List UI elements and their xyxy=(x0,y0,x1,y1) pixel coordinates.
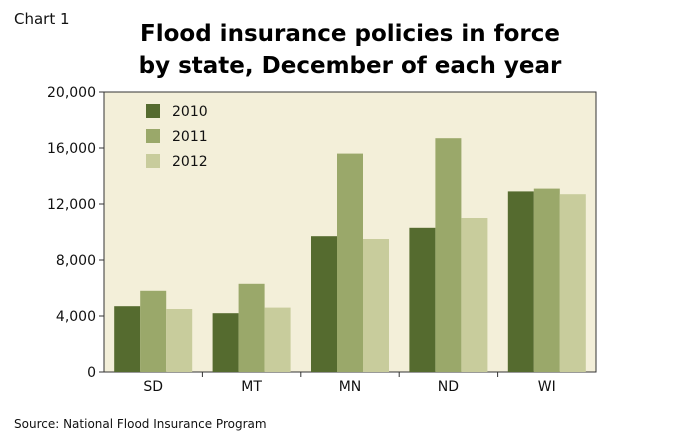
bars-group xyxy=(114,138,586,372)
bar-2012-wi xyxy=(559,194,586,372)
legend: 2010 2011 2012 xyxy=(146,104,208,170)
bar-2010-mt xyxy=(212,313,239,372)
bar-2011-mn xyxy=(337,153,363,372)
bar-2011-nd xyxy=(435,138,462,372)
bar-2010-sd xyxy=(114,306,141,372)
y-tick-label: 8,000 xyxy=(56,253,96,269)
x-category-label: ND xyxy=(438,379,459,395)
bar-2011-mt xyxy=(238,283,265,372)
bar-2011-wi xyxy=(533,188,560,372)
bar-2010-nd xyxy=(409,227,436,372)
x-category-label: MT xyxy=(241,379,262,395)
chart-title: Flood insurance policies in force by sta… xyxy=(100,18,600,82)
legend-swatch-2010 xyxy=(146,104,160,118)
bar-2012-sd xyxy=(166,309,193,372)
y-tick-label: 0 xyxy=(87,365,96,381)
y-tick-label: 16,000 xyxy=(47,141,96,157)
bar-2012-nd xyxy=(461,218,488,372)
chart-title-line-2: by state, December of each year xyxy=(138,53,562,79)
bar-2010-wi xyxy=(507,191,534,372)
y-tick-label: 12,000 xyxy=(47,197,96,213)
bar-2012-mt xyxy=(264,307,291,372)
legend-label-2012: 2012 xyxy=(172,154,208,170)
source-note: Source: National Flood Insurance Program xyxy=(14,417,267,431)
bar-2012-mn xyxy=(363,239,389,372)
x-category-label: WI xyxy=(538,379,556,395)
legend-label-2010: 2010 xyxy=(172,104,208,120)
y-tick-label: 20,000 xyxy=(47,85,96,101)
x-category-label: MN xyxy=(339,379,362,395)
chart-title-line-1: Flood insurance policies in force xyxy=(140,21,560,47)
legend-swatch-2012 xyxy=(146,154,160,168)
bar-2011-sd xyxy=(140,290,167,372)
chart-number-label: Chart 1 xyxy=(14,10,70,28)
x-category-label: SD xyxy=(143,379,163,395)
x-axis: SD MT MN ND WI xyxy=(143,372,556,395)
y-axis: 0 4,000 8,000 12,000 16,000 20,000 xyxy=(47,85,104,381)
legend-label-2011: 2011 xyxy=(172,129,208,145)
legend-swatch-2011 xyxy=(146,129,160,143)
bar-2010-mn xyxy=(311,236,337,372)
y-tick-label: 4,000 xyxy=(56,309,96,325)
